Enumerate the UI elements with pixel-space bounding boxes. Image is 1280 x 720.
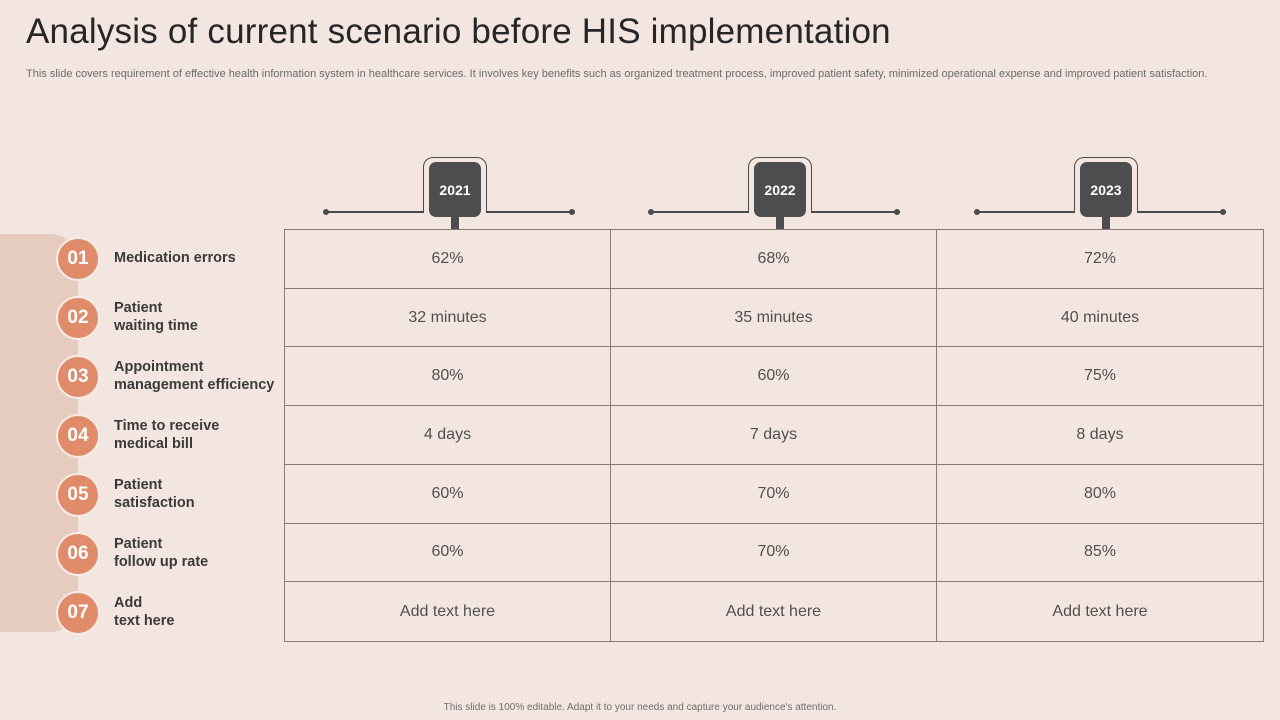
- table-cell: 68%: [611, 230, 937, 289]
- timeline-line-right: [1136, 211, 1226, 213]
- row-label-06: 06 Patient follow up rate: [0, 524, 285, 583]
- comparison-table: 62% 68% 72% 32 minutes 35 minutes 40 minutes 8…: [284, 229, 1264, 642]
- row-label-07: 07 Add text here: [0, 583, 285, 642]
- row-label-text: Patient follow up rate: [114, 536, 209, 570]
- row-label-text: Time to receive medical bill: [114, 418, 220, 452]
- table-cell: 72%: [937, 230, 1263, 289]
- year-stem: [776, 217, 784, 230]
- row-label-04: 04 Time to receive medical bill: [0, 406, 285, 465]
- table-cell: 7 days: [611, 406, 937, 465]
- number-badge: 03: [56, 355, 100, 399]
- timeline-dot-left: [323, 209, 329, 215]
- footer-note: This slide is 100% editable. Adapt it to…: [443, 702, 837, 713]
- timeline-line-right: [810, 211, 900, 213]
- timeline-dot-left: [974, 209, 980, 215]
- timeline-dot-right: [569, 209, 575, 215]
- year-badge: 2023: [1080, 162, 1132, 217]
- row-label-text: Patient waiting time: [114, 300, 198, 334]
- number-badge: 06: [56, 532, 100, 576]
- table-cell: Add text here: [1052, 602, 1148, 620]
- year-header: 2023: [974, 156, 1236, 232]
- table-cell: 60%: [285, 464, 611, 524]
- timeline-dot-right: [1220, 209, 1226, 215]
- row-label-05: 05 Patient satisfaction: [0, 465, 285, 524]
- number-badge: 02: [56, 296, 100, 340]
- table-cell: 60%: [611, 347, 937, 407]
- timeline-dot-left: [648, 209, 654, 215]
- table-cell: 60%: [285, 523, 611, 583]
- table-cell: 70%: [611, 523, 937, 583]
- row-label-02: 02 Patient waiting time: [0, 288, 285, 347]
- number-badge: 04: [56, 414, 100, 458]
- slide-title: Analysis of current scenario before HIS …: [26, 12, 891, 51]
- table-cell: Add text here: [285, 582, 611, 641]
- row-label-03: 03 Appointment management efficiency: [0, 347, 285, 406]
- timeline-line-left: [325, 211, 425, 213]
- table-cell: 40 minutes: [937, 289, 1263, 348]
- slide-subtitle: This slide covers requirement of effecti…: [26, 68, 1208, 80]
- timeline-dot-right: [894, 209, 900, 215]
- year-stem: [451, 217, 459, 230]
- table-cell: 80%: [285, 347, 611, 407]
- table-cell: 4 days: [285, 406, 611, 465]
- year-header: 2022: [648, 156, 910, 232]
- timeline-line-right: [485, 211, 575, 213]
- row-label-text: Add text here: [114, 595, 175, 629]
- number-badge: 05: [56, 473, 100, 517]
- year-header: 2021: [323, 156, 585, 232]
- row-label-text: Medication errors: [114, 250, 236, 266]
- year-stem: [1102, 217, 1110, 230]
- table-cell: 70%: [611, 464, 937, 524]
- number-badge: 07: [56, 591, 100, 635]
- table-cell: 35 minutes: [611, 288, 937, 348]
- row-label-01: 01 Medication errors: [0, 229, 285, 288]
- number-badge: 01: [56, 237, 100, 281]
- table-cell: 85%: [937, 524, 1263, 583]
- table-cell: 80%: [937, 465, 1263, 524]
- table-cell: Add text here: [611, 582, 937, 641]
- row-label-text: Appointment management efficiency: [114, 359, 275, 393]
- table-cell: 32 minutes: [285, 288, 611, 348]
- timeline-line-left: [650, 211, 750, 213]
- table-cell: 8 days: [937, 406, 1263, 465]
- row-label-text: Patient satisfaction: [114, 477, 195, 511]
- table-cell: 75%: [937, 347, 1263, 407]
- year-badge: 2022: [754, 162, 806, 217]
- timeline-line-left: [976, 211, 1076, 213]
- table-cell: 62%: [285, 230, 611, 289]
- year-badge: 2021: [429, 162, 481, 217]
